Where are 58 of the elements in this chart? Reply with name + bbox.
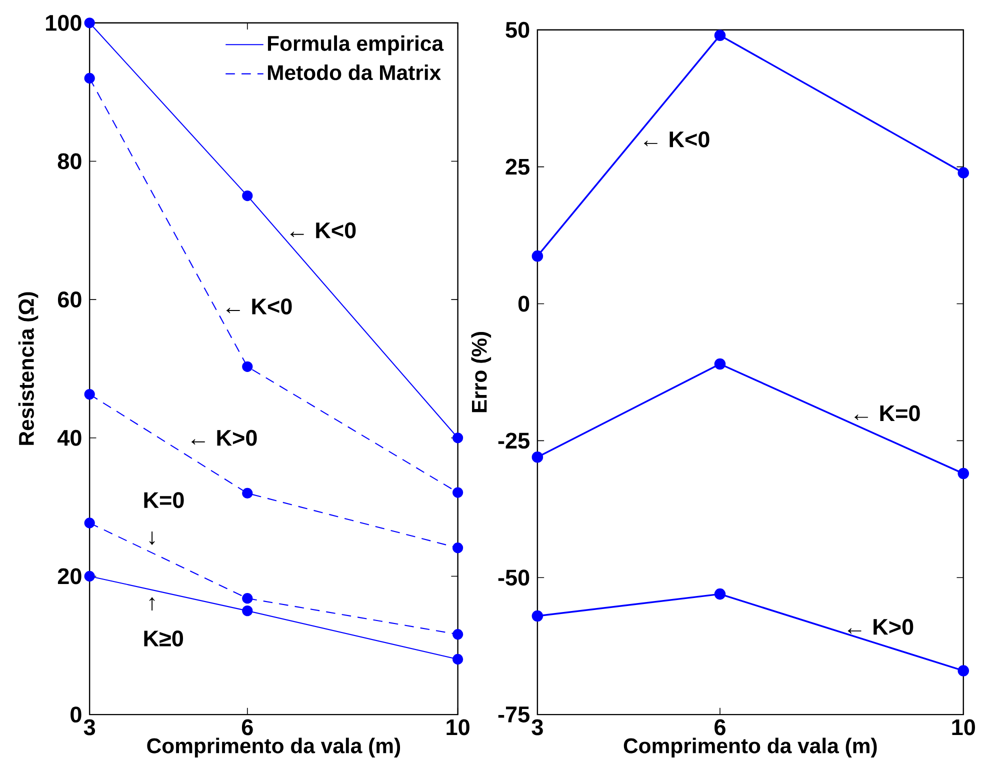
point — [714, 358, 726, 370]
x-axis-title: Comprimento da vala (m) — [147, 738, 400, 758]
y-tick-label: 80 — [58, 153, 82, 170]
y-tick-label: 60 — [58, 291, 82, 308]
point — [242, 592, 253, 604]
point — [452, 654, 464, 664]
annotation: K≥0 — [144, 630, 184, 646]
annotation: ← K=0 — [854, 405, 920, 422]
legend-label: Metodo da Matrix — [268, 64, 441, 80]
point — [84, 570, 95, 582]
x-tick-label: 3 — [84, 719, 96, 736]
y-tick-label: 50 — [506, 22, 530, 38]
y-tick-label: -50 — [498, 570, 530, 586]
x-tick-label: 10 — [952, 719, 975, 736]
annotation: ← K<0 — [644, 131, 710, 148]
annotation: ↑ — [149, 597, 155, 610]
point — [242, 190, 253, 201]
point — [452, 628, 464, 640]
y-tick-label: 0 — [518, 296, 530, 312]
y-tick-label: 40 — [57, 430, 82, 446]
point — [958, 664, 970, 676]
y-tick-label: 25 — [506, 158, 530, 175]
point — [84, 17, 95, 28]
point — [452, 432, 464, 444]
point — [532, 451, 544, 463]
annotation: ← K>0 — [848, 618, 914, 635]
point — [242, 488, 253, 498]
point — [714, 588, 726, 600]
point — [958, 167, 970, 178]
y-axis-title: Erro (%) — [471, 332, 492, 412]
y-tick-label: 20 — [58, 568, 82, 584]
annotation: K=0 — [144, 492, 184, 508]
point — [84, 72, 95, 84]
point — [532, 250, 544, 262]
point — [242, 361, 253, 372]
point — [714, 30, 726, 41]
annotation: ← K<0 — [226, 298, 292, 314]
point — [958, 468, 970, 480]
y-tick-label: 100 — [46, 14, 82, 31]
point — [532, 610, 544, 622]
y-tick-label: 0 — [70, 706, 82, 722]
x-tick-label: 3 — [532, 719, 543, 736]
y-axis-title: Resistencia (Ω) — [18, 292, 38, 445]
x-tick-label: 10 — [446, 719, 470, 736]
annotation: ↓ — [149, 531, 155, 545]
y-tick-label: -75 — [498, 706, 530, 722]
point — [84, 388, 95, 400]
point — [452, 542, 464, 554]
annotation: ← K<0 — [290, 222, 356, 238]
x-tick-label: 6 — [714, 719, 726, 736]
annotation: ← K>0 — [192, 430, 257, 446]
point — [242, 605, 253, 616]
point — [452, 487, 464, 498]
x-tick-label: 6 — [242, 719, 253, 736]
point — [84, 518, 95, 528]
y-tick-label: -25 — [498, 432, 530, 449]
x-axis-title: Comprimento da vala (m) — [624, 738, 877, 758]
legend-label: Formula empirica — [268, 35, 444, 56]
